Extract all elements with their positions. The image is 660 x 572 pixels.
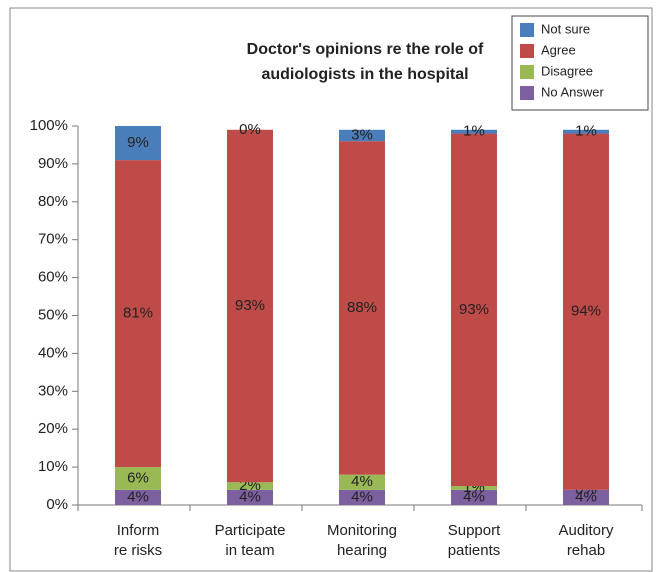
y-tick-label: 100%: [30, 117, 68, 134]
data-label: 4%: [239, 488, 261, 505]
data-label: 4%: [127, 488, 149, 505]
x-tick-label: Monitoring: [327, 522, 397, 539]
legend-swatch: [520, 86, 534, 100]
x-tick-label: in team: [225, 542, 274, 559]
x-tick-label: Auditory: [558, 522, 614, 539]
data-label: 94%: [571, 303, 601, 320]
data-label: 4%: [463, 488, 485, 505]
data-label: 4%: [575, 488, 597, 505]
data-label: 4%: [351, 473, 373, 490]
chart-title: Doctor's opinions re the role of: [247, 41, 484, 58]
y-tick-label: 60%: [38, 269, 68, 286]
data-label: 93%: [459, 301, 489, 318]
y-tick-label: 30%: [38, 382, 68, 399]
data-label: 6%: [127, 469, 149, 486]
bar-segment: [339, 474, 385, 490]
bar-segment: [115, 467, 161, 490]
x-tick-label: rehab: [567, 542, 605, 559]
data-label: 81%: [123, 305, 153, 322]
y-tick-label: 20%: [38, 420, 68, 437]
x-tick-label: Participate: [215, 522, 286, 539]
bar-segment: [563, 489, 609, 505]
data-label: 93%: [235, 297, 265, 314]
bar-segment: [339, 129, 385, 142]
bar-segment: [339, 141, 385, 475]
bar-segment: [227, 489, 273, 505]
data-label: 4%: [351, 488, 373, 505]
bar-segment: [451, 133, 497, 487]
bar-segment: [115, 489, 161, 505]
x-tick-label: patients: [448, 542, 501, 559]
bar-segment: [451, 489, 497, 505]
bar-segment: [115, 160, 161, 468]
legend-swatch: [520, 65, 534, 79]
bar-segment: [339, 489, 385, 505]
y-tick-label: 50%: [38, 306, 68, 323]
chart-title: audiologists in the hospital: [261, 66, 468, 83]
data-label: 1%: [463, 123, 485, 140]
legend-swatch: [520, 44, 534, 58]
x-tick-label: Inform: [117, 522, 160, 539]
y-tick-label: 90%: [38, 155, 68, 172]
bar-segment: [563, 133, 609, 490]
data-label: 0%: [239, 121, 261, 138]
data-label: 9%: [127, 134, 149, 151]
chart-border: [9, 7, 653, 572]
data-label: 1%: [575, 123, 597, 140]
x-tick-label: re risks: [114, 542, 162, 559]
x-tick-label: Support: [448, 522, 501, 539]
data-label: 88%: [347, 299, 377, 316]
legend-label: Disagree: [541, 63, 593, 78]
bar-segment: [451, 129, 497, 134]
legend-swatch: [520, 23, 534, 37]
bar-segment: [115, 126, 161, 161]
legend-label: Agree: [541, 42, 576, 57]
data-label: 3%: [351, 126, 373, 143]
bar-segment: [451, 486, 497, 490]
y-tick-label: 10%: [38, 458, 68, 475]
y-tick-label: 0%: [46, 496, 68, 513]
bar-segment: [227, 482, 273, 490]
y-tick-label: 70%: [38, 231, 68, 248]
y-tick-label: 40%: [38, 344, 68, 361]
legend-label: Not sure: [541, 21, 590, 36]
y-tick-label: 80%: [38, 193, 68, 210]
x-tick-label: hearing: [337, 542, 387, 559]
bar-segment: [227, 129, 273, 483]
bar-segment: [563, 129, 609, 134]
legend-label: No Answer: [541, 84, 605, 99]
legend-box: [511, 15, 649, 111]
